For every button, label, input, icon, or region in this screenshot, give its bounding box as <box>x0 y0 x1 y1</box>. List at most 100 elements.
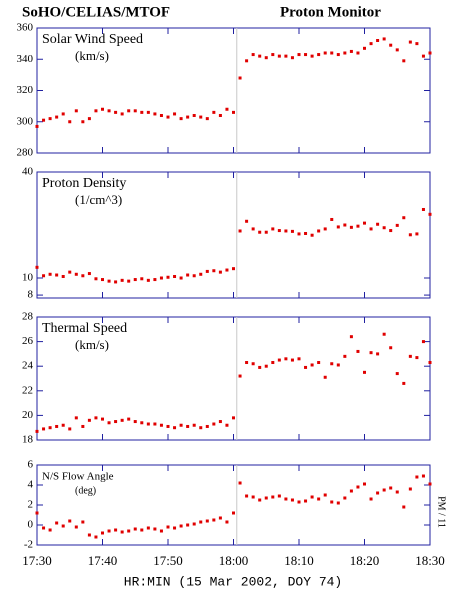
data-point <box>330 51 334 55</box>
data-point <box>408 487 412 491</box>
y-tick-label: 18 <box>22 434 34 446</box>
data-point <box>153 422 157 426</box>
data-point <box>159 276 163 280</box>
data-point <box>238 481 242 485</box>
data-point <box>120 530 124 534</box>
data-point <box>127 109 131 113</box>
data-point <box>428 361 432 365</box>
data-point <box>74 416 78 420</box>
data-point <box>94 416 98 420</box>
data-point <box>304 231 308 235</box>
data-point <box>87 418 91 422</box>
data-point <box>395 490 399 494</box>
data-point <box>264 230 268 234</box>
data-point <box>323 493 327 497</box>
y-tick-label: 320 <box>17 84 34 96</box>
data-point <box>238 229 242 233</box>
panel-unit: (deg) <box>75 485 96 496</box>
y-tick-label: 340 <box>17 53 34 65</box>
data-point <box>277 54 281 58</box>
data-point <box>48 528 52 532</box>
data-point <box>323 51 327 55</box>
data-point <box>146 526 150 530</box>
data-point <box>428 482 432 486</box>
data-point <box>42 526 46 530</box>
data-point <box>336 501 340 505</box>
data-point <box>140 277 144 281</box>
data-point <box>146 110 150 114</box>
data-point <box>251 53 255 57</box>
data-point <box>323 375 327 379</box>
data-point <box>199 426 203 430</box>
data-point <box>94 277 98 281</box>
data-point <box>186 115 190 119</box>
data-point <box>408 354 412 358</box>
data-point <box>94 109 98 113</box>
data-point <box>258 365 262 369</box>
data-point <box>382 37 386 41</box>
data-point <box>310 54 314 58</box>
data-point <box>428 51 432 55</box>
data-point <box>212 422 216 426</box>
data-point <box>284 357 288 361</box>
data-point <box>408 40 412 44</box>
data-point <box>304 53 308 57</box>
data-point <box>107 421 111 425</box>
x-tick-label: 17:40 <box>88 553 118 568</box>
data-point <box>317 497 321 501</box>
data-point <box>232 267 235 271</box>
y-tick-label: 4 <box>28 479 34 491</box>
data-point <box>159 529 163 533</box>
y-tick-label: 22 <box>22 384 33 396</box>
data-point <box>363 370 366 374</box>
data-point <box>166 424 170 428</box>
y-tick-label: 0 <box>28 519 34 531</box>
data-point <box>192 522 196 526</box>
data-point <box>48 426 52 430</box>
data-point <box>284 497 288 501</box>
data-point <box>48 272 52 276</box>
data-point <box>35 429 39 433</box>
data-point <box>369 351 373 355</box>
data-point <box>323 227 327 231</box>
data-point <box>317 361 321 365</box>
data-point <box>140 110 144 114</box>
data-point <box>81 120 85 124</box>
data-point <box>284 54 288 58</box>
data-point <box>349 49 353 53</box>
data-point <box>192 274 196 278</box>
data-point <box>87 272 91 276</box>
data-point <box>61 274 65 278</box>
data-point <box>35 511 39 515</box>
x-tick-label: 18:30 <box>415 553 445 568</box>
data-point <box>245 361 249 365</box>
data-point <box>421 54 425 58</box>
data-point <box>127 529 131 533</box>
data-point <box>101 417 104 421</box>
data-point <box>271 361 275 365</box>
data-point <box>356 51 360 55</box>
data-point <box>101 531 104 535</box>
data-point <box>173 426 177 430</box>
data-point <box>107 529 111 533</box>
y-tick-label: 26 <box>22 335 34 347</box>
data-point <box>114 280 118 284</box>
data-point <box>68 120 72 124</box>
data-point <box>81 274 85 278</box>
data-point <box>133 527 137 531</box>
data-point <box>356 349 360 353</box>
data-point <box>205 519 209 523</box>
data-point <box>179 423 183 427</box>
data-point <box>159 423 163 427</box>
data-point <box>68 519 72 523</box>
data-point <box>415 475 419 479</box>
data-point <box>153 527 157 531</box>
data-point <box>336 225 340 229</box>
data-point <box>343 354 347 358</box>
data-point <box>245 59 249 63</box>
panel-title: Proton Density <box>42 176 126 191</box>
panel-title: N/S Flow Angle <box>42 471 114 483</box>
data-point <box>395 372 399 376</box>
data-point <box>87 533 91 537</box>
